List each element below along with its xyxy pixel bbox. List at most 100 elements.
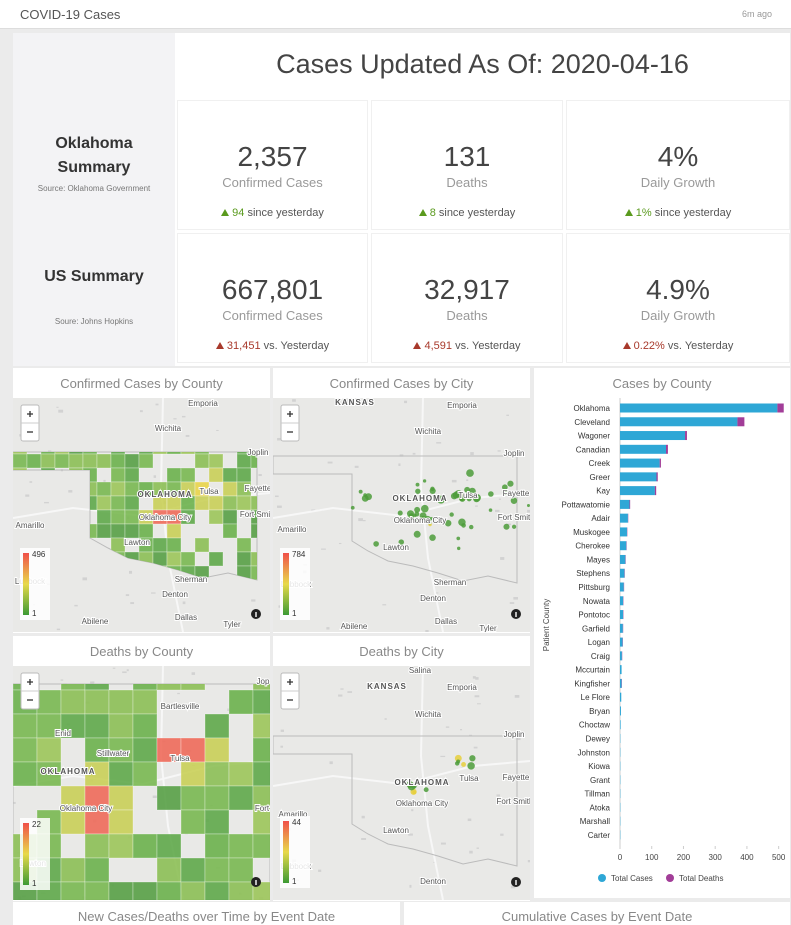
county[interactable]	[180, 440, 196, 455]
county[interactable]	[36, 689, 62, 715]
map[interactable]: Emporia Wichita Joplin OKLAHOMA Tulsa Fayette…	[13, 398, 270, 632]
county[interactable]	[13, 453, 28, 469]
county[interactable]	[222, 495, 238, 511]
county[interactable]	[156, 857, 182, 883]
county[interactable]	[108, 761, 134, 787]
county[interactable]	[110, 467, 126, 483]
county[interactable]	[180, 857, 206, 883]
city[interactable]	[449, 512, 454, 517]
county[interactable]	[166, 537, 182, 553]
county[interactable]	[110, 481, 126, 497]
county[interactable]	[204, 857, 230, 883]
county[interactable]	[156, 881, 182, 900]
county[interactable]	[250, 551, 265, 567]
county[interactable]	[194, 495, 210, 511]
county[interactable]	[124, 467, 140, 483]
county[interactable]	[250, 509, 265, 525]
city[interactable]	[503, 523, 510, 530]
county[interactable]	[132, 761, 158, 787]
county[interactable]	[108, 785, 134, 811]
city[interactable]	[507, 480, 514, 487]
county[interactable]	[208, 551, 224, 567]
county[interactable]	[82, 453, 98, 469]
county[interactable]	[194, 565, 210, 580]
county[interactable]	[166, 523, 182, 539]
county[interactable]	[204, 713, 230, 739]
county[interactable]	[132, 713, 158, 739]
county[interactable]	[40, 453, 56, 469]
zoom-in[interactable]	[287, 411, 293, 417]
county[interactable]	[180, 761, 206, 787]
county[interactable]	[180, 737, 206, 763]
city[interactable]	[408, 513, 415, 519]
county[interactable]	[84, 857, 110, 883]
city[interactable]	[456, 536, 461, 541]
city[interactable]	[468, 487, 476, 495]
county[interactable]	[108, 833, 134, 859]
county[interactable]	[108, 809, 134, 835]
city[interactable]	[414, 519, 419, 524]
county[interactable]	[110, 537, 126, 553]
county[interactable]	[96, 495, 112, 511]
county[interactable]	[68, 453, 84, 469]
county[interactable]	[152, 537, 168, 553]
county[interactable]	[180, 467, 196, 483]
county[interactable]	[208, 509, 224, 525]
county[interactable]	[252, 761, 270, 787]
county[interactable]	[13, 713, 38, 739]
county[interactable]	[36, 761, 62, 787]
city[interactable]	[457, 546, 461, 551]
city[interactable]	[415, 482, 420, 487]
county[interactable]	[108, 689, 134, 715]
zoom-in[interactable]	[287, 679, 293, 685]
county[interactable]	[54, 453, 70, 469]
city[interactable]	[429, 534, 436, 541]
map[interactable]: KANSAS Emporia Wichita Joplin OKLAHOMA Tulsa F…	[273, 398, 530, 632]
county[interactable]	[132, 881, 158, 900]
city[interactable]	[526, 504, 530, 508]
county[interactable]	[60, 809, 86, 835]
county[interactable]	[13, 761, 38, 787]
city[interactable]	[502, 489, 508, 496]
county[interactable]	[84, 737, 110, 763]
county[interactable]	[84, 833, 110, 859]
county[interactable]	[250, 523, 265, 539]
county[interactable]	[180, 785, 206, 811]
county[interactable]	[138, 523, 154, 539]
county[interactable]	[228, 761, 254, 787]
city[interactable]	[469, 755, 476, 762]
county[interactable]	[84, 809, 110, 835]
city[interactable]	[458, 518, 466, 526]
county[interactable]	[110, 495, 126, 511]
county[interactable]	[84, 881, 110, 900]
county[interactable]	[84, 689, 110, 715]
county[interactable]	[60, 713, 86, 739]
county[interactable]	[96, 523, 112, 539]
county[interactable]	[84, 713, 110, 739]
county[interactable]	[96, 481, 112, 497]
city[interactable]	[358, 489, 363, 494]
county[interactable]	[96, 453, 112, 469]
city[interactable]	[421, 515, 426, 521]
city[interactable]	[397, 510, 403, 516]
county[interactable]	[250, 440, 265, 455]
map[interactable]: Enid Bartlesville Stillwater Tulsa OKLAHOMA O…	[13, 666, 270, 900]
city[interactable]	[420, 504, 429, 513]
county[interactable]	[132, 833, 158, 859]
city[interactable]	[414, 506, 421, 513]
zoom-in[interactable]	[27, 679, 33, 685]
county[interactable]	[108, 881, 134, 900]
county[interactable]	[228, 833, 254, 859]
county[interactable]	[26, 453, 42, 469]
county[interactable]	[228, 881, 254, 900]
county[interactable]	[228, 857, 254, 883]
county[interactable]	[110, 509, 126, 525]
county[interactable]	[228, 689, 254, 715]
county[interactable]	[180, 666, 206, 691]
county[interactable]	[110, 453, 126, 469]
county[interactable]	[194, 453, 210, 469]
city[interactable]	[473, 493, 481, 502]
county[interactable]	[250, 453, 265, 469]
city[interactable]	[437, 495, 445, 504]
